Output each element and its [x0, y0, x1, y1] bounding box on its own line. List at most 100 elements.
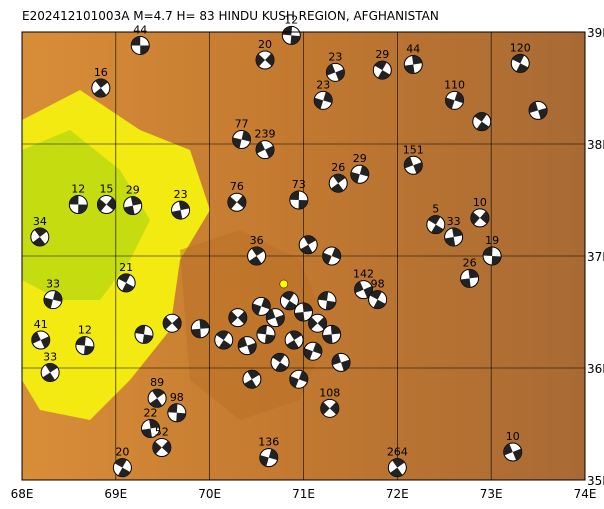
beachball: [444, 227, 464, 247]
beachball-quadrant: [476, 121, 490, 131]
depth-label: 142: [353, 268, 374, 281]
depth-label: 5: [432, 203, 439, 216]
depth-label: 98: [371, 278, 385, 291]
beachball-quadrant: [114, 458, 127, 468]
beachball-quadrant: [232, 137, 242, 149]
beachball-quadrant: [512, 448, 522, 461]
beachball-quadrant: [163, 316, 173, 330]
beachball: [510, 53, 530, 73]
beachball-quadrant: [431, 224, 444, 234]
beachball-quadrant: [503, 443, 513, 456]
lat-label: 35N: [587, 474, 604, 488]
beachball-quadrant: [118, 273, 131, 283]
beachball: [251, 296, 271, 316]
beachball: [96, 194, 116, 214]
lon-label: 74E: [574, 487, 597, 501]
beachball: [472, 112, 492, 132]
beachball-quadrant: [266, 309, 276, 321]
beachball-quadrant: [265, 145, 275, 158]
beachball-quadrant: [31, 331, 41, 344]
beachball: [255, 50, 275, 70]
beachball: [308, 313, 328, 333]
beachball-quadrant: [325, 300, 336, 310]
beachball-quadrant: [303, 235, 317, 245]
beachball-quadrant: [322, 252, 332, 265]
beachball-quadrant: [411, 55, 423, 65]
beachball-quadrant: [247, 342, 257, 355]
beachball: [162, 313, 182, 333]
beachball: [75, 336, 95, 356]
beachball-quadrant: [256, 53, 266, 67]
depth-label: 26: [331, 161, 345, 174]
lon-label: 73E: [480, 487, 503, 501]
beachball-quadrant: [302, 302, 313, 312]
beachball-quadrant: [281, 291, 295, 301]
depth-label: 23: [328, 50, 342, 63]
beachball-quadrant: [93, 88, 107, 97]
beachball-quadrant: [249, 256, 262, 265]
depth-label: 76: [230, 180, 244, 193]
beachball-quadrant: [264, 334, 275, 344]
beachball: [228, 308, 248, 328]
beachball-quadrant: [118, 467, 131, 477]
beachball: [31, 330, 51, 350]
beachball-quadrant: [152, 389, 165, 399]
beachball-quadrant: [78, 204, 88, 214]
beachball: [313, 90, 333, 110]
beachball-quadrant: [286, 340, 299, 349]
beachball: [247, 246, 267, 266]
beachball-quadrant: [290, 35, 301, 45]
beachball-quadrant: [359, 165, 369, 177]
beachball: [284, 330, 304, 350]
beachball-quadrant: [331, 247, 341, 260]
beachball-quadrant: [392, 458, 405, 468]
beachball: [503, 442, 523, 462]
beachball-quadrant: [140, 45, 150, 55]
beachball: [281, 25, 301, 45]
beachball: [372, 60, 392, 80]
beachball: [141, 418, 161, 438]
beachball-quadrant: [167, 403, 178, 413]
beachball-quadrant: [428, 215, 441, 225]
beachball-quadrant: [34, 227, 47, 237]
beachball-quadrant: [369, 290, 382, 300]
beachball-quadrant: [42, 372, 56, 382]
beachball-quadrant: [152, 441, 162, 455]
depth-label: 34: [33, 215, 47, 228]
beachball-quadrant: [452, 227, 463, 237]
beachball: [482, 246, 502, 266]
depth-label: 22: [144, 406, 158, 419]
beachball-quadrant: [45, 363, 58, 373]
beachball-quadrant: [95, 79, 108, 88]
beachball-quadrant: [40, 336, 50, 349]
beachball: [387, 458, 407, 478]
beachball: [123, 196, 143, 216]
depth-label: 239: [255, 128, 276, 141]
beachball: [317, 291, 337, 311]
beachball-quadrant: [131, 36, 141, 46]
beachball: [171, 200, 191, 220]
beachball-quadrant: [444, 236, 456, 246]
beachball-quadrant: [329, 401, 339, 415]
beachball-quadrant: [538, 107, 548, 120]
beachball-quadrant: [83, 345, 94, 355]
depth-label: 19: [485, 234, 499, 247]
beachball: [112, 458, 132, 478]
beachball-quadrant: [322, 334, 333, 344]
beachball-quadrant: [483, 246, 493, 256]
beachball-quadrant: [227, 196, 237, 210]
beachball-quadrant: [251, 246, 265, 256]
beachball: [190, 319, 210, 339]
beachball-quadrant: [75, 336, 86, 346]
beachball-quadrant: [289, 190, 300, 200]
beachball: [43, 290, 63, 310]
beachball-quadrant: [275, 314, 285, 327]
beachball: [322, 324, 342, 344]
lon-label: 69E: [104, 487, 127, 501]
depth-label: 73: [292, 178, 306, 191]
beachball: [320, 398, 340, 418]
beachball-quadrant: [218, 340, 232, 349]
beachball: [368, 290, 388, 310]
beachball: [403, 155, 423, 175]
beachball-quadrant: [491, 256, 502, 266]
